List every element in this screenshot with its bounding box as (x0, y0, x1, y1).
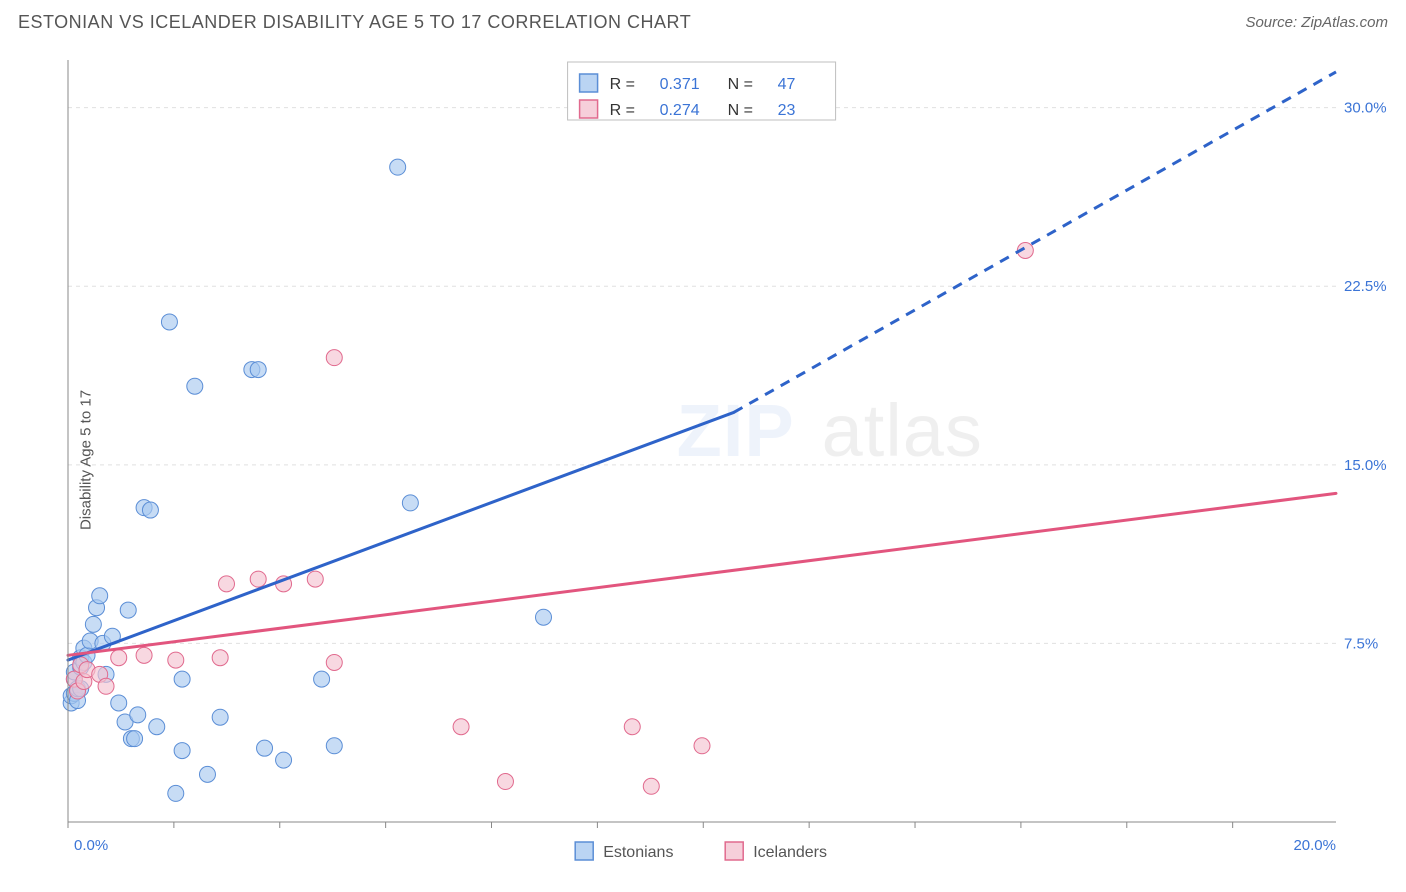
data-point (111, 650, 127, 666)
data-point (187, 378, 203, 394)
bottom-legend-label: Icelanders (753, 844, 827, 861)
data-point (92, 588, 108, 604)
source-label: Source: ZipAtlas.com (1245, 14, 1388, 31)
data-point (142, 502, 158, 518)
data-point (390, 159, 406, 175)
legend-n-label: N = (728, 102, 753, 119)
trend-line (68, 412, 734, 660)
y-tick-label: 15.0% (1344, 457, 1387, 474)
data-point (314, 671, 330, 687)
data-point (326, 350, 342, 366)
legend-swatch (580, 74, 598, 92)
y-tick-label: 30.0% (1344, 100, 1387, 117)
data-point (212, 709, 228, 725)
data-point (307, 571, 323, 587)
legend-n-value: 47 (778, 76, 796, 93)
data-point (130, 707, 146, 723)
data-point (111, 695, 127, 711)
data-point (161, 314, 177, 330)
chart-title: ESTONIAN VS ICELANDER DISABILITY AGE 5 T… (18, 12, 691, 33)
watermark: atlas (822, 389, 983, 472)
legend-r-label: R = (610, 102, 635, 119)
watermark: ZIP (677, 389, 795, 472)
data-point (199, 766, 215, 782)
bottom-legend-swatch (575, 842, 593, 860)
data-point (326, 654, 342, 670)
x-tick-label: 0.0% (74, 837, 108, 854)
data-point (174, 671, 190, 687)
data-point (120, 602, 136, 618)
data-point (212, 650, 228, 666)
data-point (276, 752, 292, 768)
data-point (497, 774, 513, 790)
data-point (168, 785, 184, 801)
y-axis-label: Disability Age 5 to 17 (78, 390, 95, 530)
data-point (127, 731, 143, 747)
legend-r-value: 0.371 (660, 76, 700, 93)
data-point (536, 609, 552, 625)
bottom-legend-label: Estonians (603, 844, 673, 861)
data-point (453, 719, 469, 735)
data-point (402, 495, 418, 511)
legend-swatch (580, 100, 598, 118)
legend-r-value: 0.274 (660, 102, 700, 119)
data-point (219, 576, 235, 592)
data-point (643, 778, 659, 794)
x-tick-label: 20.0% (1293, 837, 1336, 854)
legend-n-label: N = (728, 76, 753, 93)
bottom-legend-swatch (725, 842, 743, 860)
data-point (250, 571, 266, 587)
data-point (694, 738, 710, 754)
data-point (174, 743, 190, 759)
legend-n-value: 23 (778, 102, 796, 119)
data-point (257, 740, 273, 756)
data-point (85, 616, 101, 632)
y-tick-label: 22.5% (1344, 278, 1387, 295)
data-point (168, 652, 184, 668)
data-point (326, 738, 342, 754)
trend-line-dashed (734, 72, 1336, 413)
stats-legend-box (568, 62, 836, 120)
scatter-chart: 7.5% 15.0% 22.5% 30.0% ZIP atlas 0.0% 20.0% R = 0… (18, 48, 1388, 872)
data-point (136, 647, 152, 663)
legend-r-label: R = (610, 76, 635, 93)
data-point (624, 719, 640, 735)
y-tick-label: 7.5% (1344, 635, 1378, 652)
data-point (149, 719, 165, 735)
data-point (250, 362, 266, 378)
data-point (98, 678, 114, 694)
